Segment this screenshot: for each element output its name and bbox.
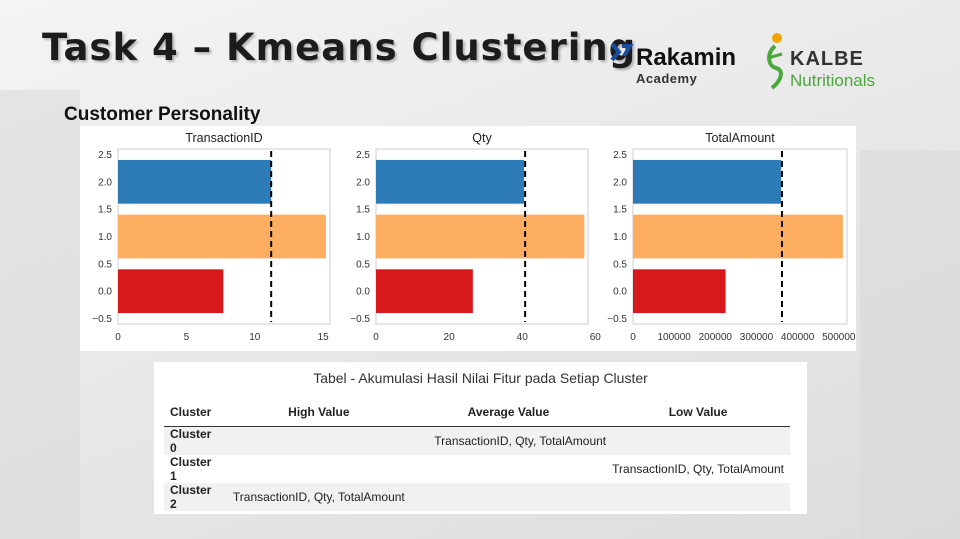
y-tick-label: 1.5 — [98, 205, 112, 216]
table-row: Cluster 0 TransactionID, Qty, TotalAmoun… — [164, 426, 790, 455]
cell-low — [606, 483, 790, 511]
cluster-summary-table-panel: Tabel - Akumulasi Hasil Nilai Fitur pada… — [154, 362, 807, 514]
cell-cluster: Cluster 0 — [164, 426, 227, 455]
x-tick-label: 300000 — [740, 332, 774, 343]
x-tick-label: 60 — [590, 332, 602, 343]
y-tick-label: 0.0 — [98, 287, 112, 298]
y-tick-label: 1.5 — [613, 205, 627, 216]
table-header-row: Cluster High Value Average Value Low Val… — [164, 398, 790, 427]
bar-cluster-0 — [633, 269, 726, 314]
cell-cluster: Cluster 1 — [170, 455, 212, 483]
x-tick-label: 40 — [517, 332, 529, 343]
x-tick-label: 0 — [373, 332, 379, 343]
y-tick-label: −0.5 — [607, 314, 627, 325]
y-tick-label: 0.5 — [613, 259, 627, 270]
chart-title: Qty — [472, 131, 492, 145]
kalbe-logo-icon — [767, 33, 783, 90]
y-tick-label: 1.5 — [356, 205, 370, 216]
cell-high — [227, 455, 411, 483]
cell-average: TransactionID, Qty, TotalAmount — [410, 426, 607, 455]
bar-cluster-2 — [118, 159, 272, 204]
bar-cluster-2 — [376, 159, 525, 204]
bar-cluster-1 — [633, 214, 843, 259]
slide-title: Task 4 – Kmeans Clustering — [42, 26, 637, 69]
x-tick-label: 0 — [115, 332, 121, 343]
bar-cluster-1 — [118, 214, 326, 259]
x-tick-label: 400000 — [781, 332, 815, 343]
cell-average — [410, 483, 607, 511]
x-tick-label: 20 — [444, 332, 456, 343]
cell-cluster: Cluster 2 — [164, 483, 227, 511]
cell-high — [226, 426, 411, 455]
y-tick-label: 1.0 — [98, 232, 112, 243]
y-tick-label: 0.5 — [356, 259, 370, 270]
y-tick-label: 2.0 — [356, 177, 370, 188]
y-tick-label: 2.5 — [613, 150, 627, 161]
x-tick-label: 0 — [630, 332, 636, 343]
y-tick-label: 0.0 — [613, 287, 627, 298]
x-tick-label: 100000 — [657, 332, 691, 343]
rakamin-logo-icon — [610, 42, 634, 62]
bar-cluster-0 — [376, 269, 473, 314]
kalbe-logo: KALBE Nutritionals — [762, 32, 892, 92]
y-tick-label: 1.0 — [356, 232, 370, 243]
background-building — [860, 150, 960, 539]
y-tick-label: 0.5 — [98, 259, 112, 270]
y-tick-label: −0.5 — [92, 314, 112, 325]
bar-cluster-2 — [633, 159, 782, 204]
y-tick-label: 2.5 — [98, 150, 112, 161]
y-tick-label: 2.0 — [98, 177, 112, 188]
y-tick-label: 1.0 — [613, 232, 627, 243]
background-building — [0, 90, 80, 539]
cluster-summary-table: Cluster High Value Average Value Low Val… — [164, 398, 790, 511]
rakamin-logo-sub: Academy — [636, 71, 698, 86]
cluster-bar-charts: TransactionID 2.5 2.0 1.5 1.0 0.5 0.0 −0.5 0 5 10 1… — [80, 126, 856, 351]
cell-average — [411, 455, 606, 483]
header-high-value: High Value — [226, 398, 411, 427]
table-caption: Tabel - Akumulasi Hasil Nilai Fitur pada… — [313, 370, 648, 386]
bar-cluster-1 — [376, 214, 585, 259]
y-tick-label: 0.0 — [356, 287, 370, 298]
x-tick-label: 15 — [318, 332, 330, 343]
kalbe-logo-name: KALBE — [790, 48, 864, 70]
table-row: Cluster 1 TransactionID, Qty, TotalAmoun… — [164, 455, 790, 483]
x-tick-label: 10 — [249, 332, 261, 343]
header-average-value: Average Value — [410, 398, 607, 427]
header-low-value: Low Value — [606, 398, 790, 427]
cell-low — [606, 426, 790, 455]
header-cluster: Cluster — [164, 398, 227, 427]
y-tick-label: 2.0 — [613, 177, 627, 188]
section-subtitle: Customer Personality — [64, 104, 261, 125]
cell-low: TransactionID, Qty, TotalAmount — [612, 462, 784, 476]
rakamin-logo-name: Rakamin — [636, 44, 737, 71]
x-tick-label: 200000 — [699, 332, 733, 343]
cell-high: TransactionID, Qty, TotalAmount — [226, 483, 411, 511]
rakamin-logo: Rakamin Academy — [608, 38, 748, 88]
y-tick-label: −0.5 — [350, 314, 370, 325]
chart-title: TransactionID — [185, 131, 262, 145]
y-tick-label: 2.5 — [356, 150, 370, 161]
x-tick-label: 5 — [184, 332, 190, 343]
chart-title: TotalAmount — [705, 131, 775, 145]
x-tick-label: 500000 — [822, 332, 856, 343]
kalbe-logo-sub: Nutritionals — [790, 71, 876, 90]
bar-cluster-0 — [118, 269, 224, 314]
table-row: Cluster 2 TransactionID, Qty, TotalAmoun… — [164, 483, 790, 511]
